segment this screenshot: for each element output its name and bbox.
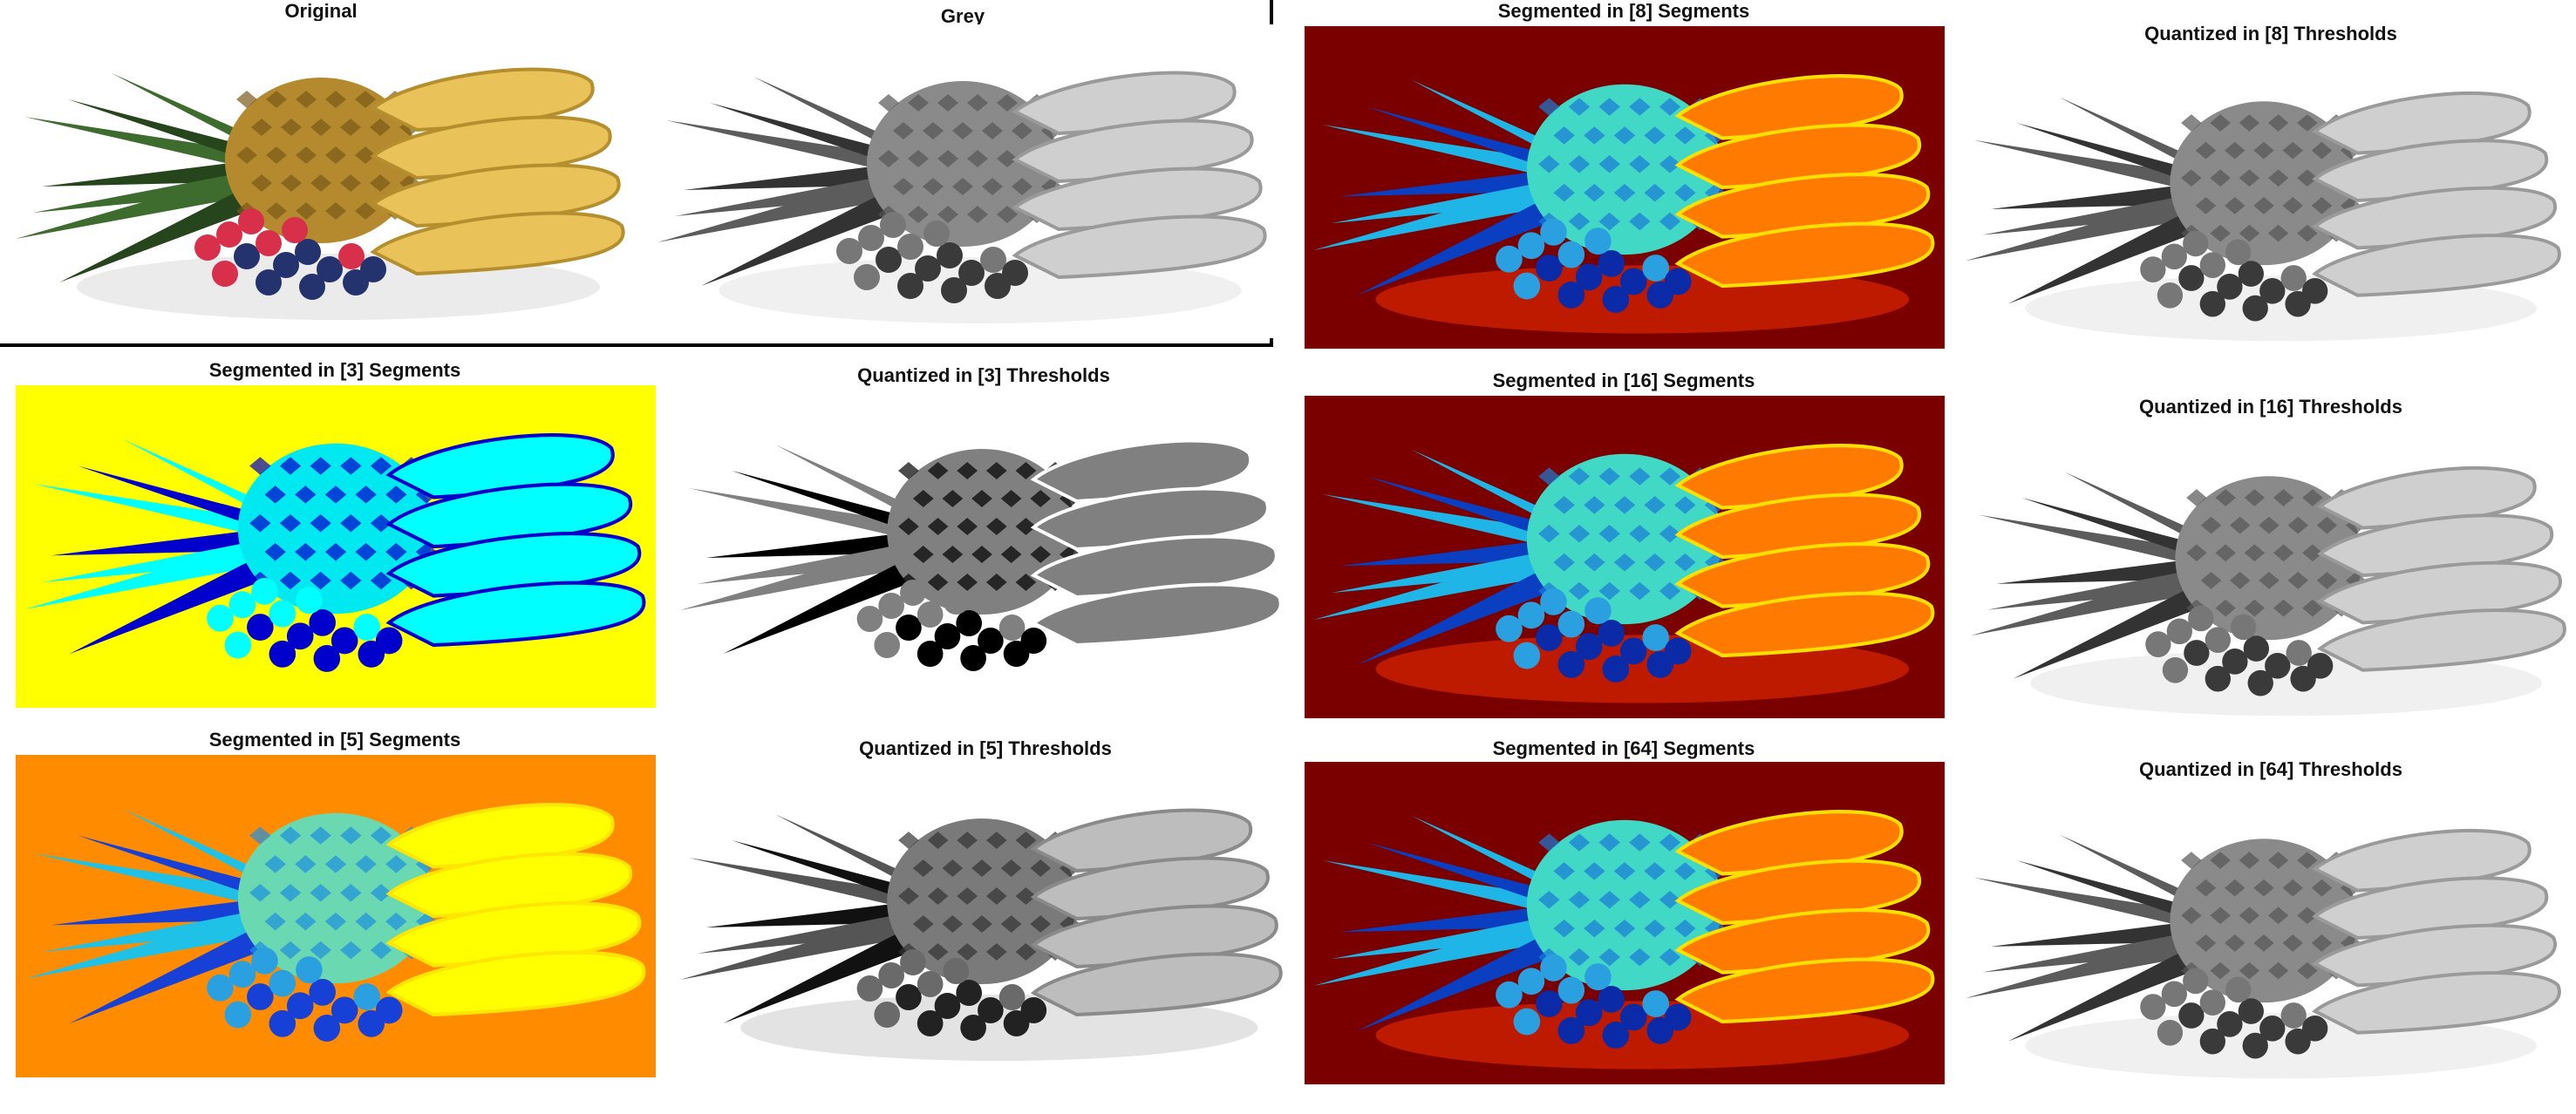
panel-image-seg8 [1305, 26, 1945, 349]
panel-image-quant3 [671, 392, 1292, 706]
panel-image-quant5 [671, 762, 1292, 1076]
panel-image-seg3 [16, 385, 656, 708]
panel-image-seg64 [1305, 762, 1945, 1084]
panel-image-quant8 [1957, 45, 2571, 356]
panel-title-original: Original [284, 0, 358, 22]
panel-image-original [7, 21, 635, 335]
panel-title-quant8: Quantized in [8] Thresholds [2144, 23, 2397, 44]
panel-title-quant5: Quantized in [5] Thresholds [859, 737, 1112, 759]
panel-image-quant64 [1957, 783, 2571, 1093]
panel-title-seg5: Segmented in [5] Segments [208, 729, 461, 751]
panel-title-seg64: Segmented in [64] Segments [1492, 737, 1755, 759]
panel-title-quant3: Quantized in [3] Thresholds [857, 364, 1110, 386]
panel-title-grey: Grey [940, 5, 985, 27]
panel-title-seg8: Segmented in [8] Segments [1497, 0, 1750, 22]
panel-image-grey [649, 24, 1277, 338]
panel-title-quant64: Quantized in [64] Thresholds [2139, 758, 2402, 780]
panel-image-seg16 [1305, 396, 1945, 718]
panel-image-quant16 [1962, 420, 2576, 730]
panel-title-seg3: Segmented in [3] Segments [208, 359, 461, 381]
panel-title-quant16: Quantized in [16] Thresholds [2139, 396, 2402, 418]
panel-image-seg5 [16, 755, 656, 1077]
panel-title-seg16: Segmented in [16] Segments [1492, 370, 1755, 391]
